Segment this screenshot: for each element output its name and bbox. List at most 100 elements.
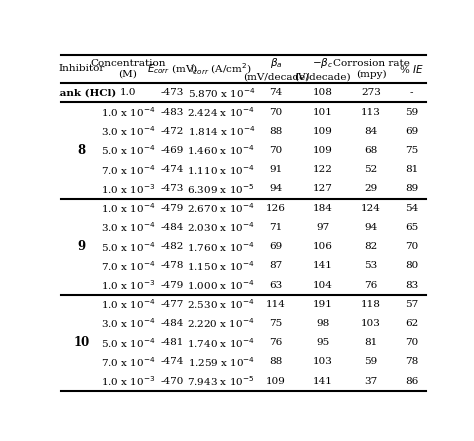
Text: -482: -482 [161, 242, 184, 251]
Text: 2.030 x 10$^{-4}$: 2.030 x 10$^{-4}$ [187, 220, 255, 234]
Text: 118: 118 [361, 300, 381, 309]
Text: 81: 81 [365, 338, 378, 347]
Text: 95: 95 [316, 338, 329, 347]
Text: -: - [410, 88, 413, 97]
Text: 2.670 x 10$^{-4}$: 2.670 x 10$^{-4}$ [187, 201, 255, 215]
Text: 54: 54 [405, 204, 418, 213]
Text: 97: 97 [316, 223, 329, 232]
Text: 3.0 x 10$^{-4}$: 3.0 x 10$^{-4}$ [100, 317, 155, 330]
Text: 75: 75 [269, 319, 283, 328]
Text: 7.0 x 10$^{-4}$: 7.0 x 10$^{-4}$ [100, 259, 155, 273]
Text: -479: -479 [161, 204, 184, 213]
Text: 127: 127 [312, 184, 332, 194]
Text: -481: -481 [161, 338, 184, 347]
Text: 101: 101 [312, 108, 332, 116]
Text: 76: 76 [365, 280, 378, 290]
Text: 1.0 x 10$^{-3}$: 1.0 x 10$^{-3}$ [101, 374, 155, 388]
Text: 65: 65 [405, 223, 418, 232]
Text: 78: 78 [405, 358, 418, 366]
Text: -469: -469 [161, 146, 184, 155]
Text: 1.0 x 10$^{-4}$: 1.0 x 10$^{-4}$ [100, 201, 155, 215]
Text: 3.0 x 10$^{-4}$: 3.0 x 10$^{-4}$ [100, 124, 155, 138]
Text: 76: 76 [269, 338, 283, 347]
Text: 68: 68 [365, 146, 378, 155]
Text: 62: 62 [405, 319, 418, 328]
Text: 1.740 x 10$^{-4}$: 1.740 x 10$^{-4}$ [187, 336, 255, 350]
Text: 86: 86 [405, 377, 418, 386]
Text: 1.0: 1.0 [120, 88, 136, 97]
Text: 57: 57 [405, 300, 418, 309]
Text: 88: 88 [269, 358, 283, 366]
Text: 1.150 x 10$^{-4}$: 1.150 x 10$^{-4}$ [187, 259, 255, 273]
Text: 69: 69 [269, 242, 283, 251]
Text: 141: 141 [312, 262, 332, 270]
Text: -470: -470 [161, 377, 184, 386]
Text: 273: 273 [361, 88, 381, 97]
Text: 8: 8 [77, 144, 85, 157]
Text: 6.309 x 10$^{-5}$: 6.309 x 10$^{-5}$ [187, 182, 255, 196]
Text: 2.530 x 10$^{-4}$: 2.530 x 10$^{-4}$ [187, 297, 255, 311]
Text: 7.0 x 10$^{-4}$: 7.0 x 10$^{-4}$ [100, 163, 155, 176]
Text: -479: -479 [161, 280, 184, 290]
Text: 98: 98 [316, 319, 329, 328]
Text: 126: 126 [266, 204, 286, 213]
Text: $E_{corr}$ (mV): $E_{corr}$ (mV) [147, 62, 198, 76]
Text: -473: -473 [161, 88, 184, 97]
Text: 91: 91 [269, 165, 283, 174]
Text: 3.0 x 10$^{-4}$: 3.0 x 10$^{-4}$ [100, 220, 155, 234]
Text: 1.0 x 10$^{-4}$: 1.0 x 10$^{-4}$ [100, 105, 155, 119]
Text: 124: 124 [361, 204, 381, 213]
Text: 141: 141 [312, 377, 332, 386]
Text: 103: 103 [361, 319, 381, 328]
Text: 2.424 x 10$^{-4}$: 2.424 x 10$^{-4}$ [187, 105, 255, 119]
Text: 108: 108 [312, 88, 332, 97]
Text: 71: 71 [269, 223, 283, 232]
Text: 70: 70 [405, 242, 418, 251]
Text: 59: 59 [365, 358, 378, 366]
Text: -484: -484 [161, 223, 184, 232]
Text: -474: -474 [161, 358, 184, 366]
Text: 5.0 x 10$^{-4}$: 5.0 x 10$^{-4}$ [100, 336, 155, 350]
Text: 1.460 x 10$^{-4}$: 1.460 x 10$^{-4}$ [187, 144, 255, 157]
Text: 1.110 x 10$^{-4}$: 1.110 x 10$^{-4}$ [187, 163, 255, 176]
Text: 122: 122 [312, 165, 332, 174]
Text: 191: 191 [312, 300, 332, 309]
Text: 84: 84 [365, 127, 378, 136]
Text: 114: 114 [266, 300, 286, 309]
Text: 94: 94 [269, 184, 283, 194]
Text: Corrosion rate
(mpy): Corrosion rate (mpy) [333, 59, 410, 79]
Text: 104: 104 [312, 280, 332, 290]
Text: -473: -473 [161, 184, 184, 194]
Text: 63: 63 [269, 280, 283, 290]
Text: -478: -478 [161, 262, 184, 270]
Text: 109: 109 [312, 127, 332, 136]
Text: 88: 88 [269, 127, 283, 136]
Text: 37: 37 [365, 377, 378, 386]
Text: -472: -472 [161, 127, 184, 136]
Text: 5.0 x 10$^{-4}$: 5.0 x 10$^{-4}$ [100, 144, 155, 157]
Text: 10: 10 [73, 336, 90, 349]
Text: -483: -483 [161, 108, 184, 116]
Text: 53: 53 [365, 262, 378, 270]
Text: -484: -484 [161, 319, 184, 328]
Text: Concentration
(M): Concentration (M) [90, 59, 166, 79]
Text: 82: 82 [365, 242, 378, 251]
Text: % $IE$: % $IE$ [399, 63, 424, 75]
Text: 1.000 x 10$^{-4}$: 1.000 x 10$^{-4}$ [187, 278, 255, 292]
Text: 83: 83 [405, 280, 418, 290]
Text: 1.814 x 10$^{-4}$: 1.814 x 10$^{-4}$ [188, 124, 255, 138]
Text: 1.760 x 10$^{-4}$: 1.760 x 10$^{-4}$ [187, 240, 255, 254]
Text: 109: 109 [266, 377, 286, 386]
Text: 29: 29 [365, 184, 378, 194]
Text: 87: 87 [269, 262, 283, 270]
Text: 1.259 x 10$^{-4}$: 1.259 x 10$^{-4}$ [188, 355, 255, 369]
Text: 89: 89 [405, 184, 418, 194]
Text: 59: 59 [405, 108, 418, 116]
Text: 81: 81 [405, 165, 418, 174]
Text: 1.0 x 10$^{-4}$: 1.0 x 10$^{-4}$ [100, 297, 155, 311]
Text: 7.943 x 10$^{-5}$: 7.943 x 10$^{-5}$ [187, 374, 255, 388]
Text: -477: -477 [161, 300, 184, 309]
Text: 2.220 x 10$^{-4}$: 2.220 x 10$^{-4}$ [187, 317, 255, 330]
Text: 80: 80 [405, 262, 418, 270]
Text: 103: 103 [312, 358, 332, 366]
